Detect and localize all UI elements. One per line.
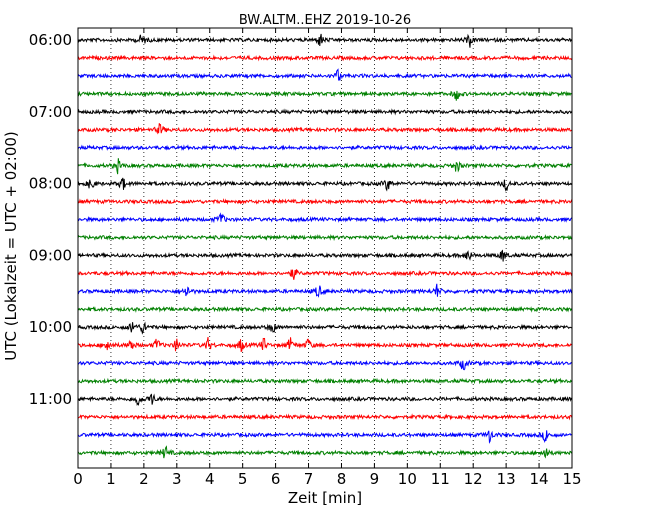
y-tick-label: 07:00 [29,103,72,121]
x-tick-label: 9 [370,470,380,488]
seismic-trace-0600 [77,33,573,48]
seismic-trace-0630 [77,68,573,81]
seismic-trace-0900 [77,249,573,262]
seismic-trace-0700 [77,108,573,116]
seismic-trace-0645 [77,90,573,101]
seismic-trace-1115 [77,413,573,421]
x-tick-label: 12 [464,470,483,488]
seismic-trace-0730 [77,144,573,152]
chart-title: BW.ALTM..EHZ 2019-10-26 [239,13,411,28]
x-tick-label: 14 [530,470,549,488]
seismic-trace-0815 [77,198,573,206]
seismic-trace-0615 [77,54,573,62]
y-tick-label: 09:00 [29,246,72,264]
grid-lines [110,28,540,468]
plot-frame [77,27,573,469]
y-axis-ticks: 06:00 07:00 08:00 09:00 10:00 11:00 [29,31,83,408]
x-axis-ticks: 0 1 2 3 4 5 6 7 8 9 10 11 12 13 14 15 [73,28,582,488]
x-tick-label: 1 [106,470,116,488]
seismic-trace-1130 [77,430,573,444]
x-tick-label: 3 [172,470,182,488]
x-tick-label: 6 [271,470,281,488]
seismic-trace-1030 [77,359,573,371]
seismic-trace-0830 [77,212,573,224]
x-tick-label: 8 [337,470,347,488]
seismic-trace-0800 [77,177,573,192]
x-tick-label: 15 [562,470,581,488]
seismic-trace-1100 [77,393,573,407]
x-tick-label: 7 [304,470,314,488]
seismic-trace-1145 [77,445,573,459]
seismic-trace-1000 [77,321,573,335]
seismic-trace-0915 [77,269,573,280]
seismic-trace-1045 [77,377,573,385]
y-tick-label: 10:00 [29,318,72,336]
y-axis-label: UTC (Lokalzeit = UTC + 02:00) [2,131,20,361]
seismic-trace-0745 [77,158,573,175]
seismic-trace-0715 [77,123,573,135]
x-tick-label: 11 [431,470,450,488]
seismic-traces [77,33,573,459]
x-tick-label: 10 [398,470,417,488]
y-tick-label: 06:00 [29,31,72,49]
seismic-trace-0930 [77,283,573,298]
x-tick-label: 0 [73,470,83,488]
x-tick-label: 2 [139,470,149,488]
y-tick-label: 11:00 [29,390,72,408]
x-tick-label: 4 [205,470,215,488]
seismic-trace-0945 [77,305,573,313]
x-tick-label: 5 [238,470,248,488]
x-tick-label: 13 [497,470,516,488]
y-tick-label: 08:00 [29,175,72,193]
x-axis-label: Zeit [min] [288,489,362,507]
seismic-trace-1015 [77,336,573,352]
seismic-trace-0845 [77,233,573,242]
